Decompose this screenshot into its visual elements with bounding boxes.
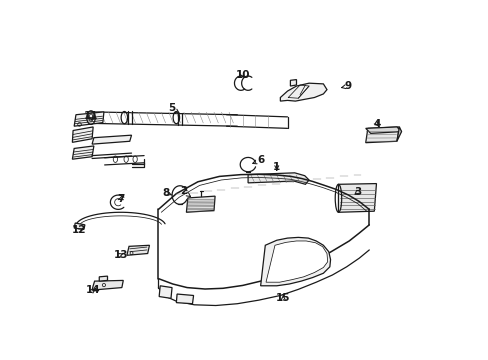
Text: 2: 2 (180, 186, 190, 197)
Text: 3: 3 (353, 187, 361, 197)
Polygon shape (338, 184, 376, 212)
Polygon shape (92, 280, 123, 290)
Text: 15: 15 (275, 293, 290, 303)
Polygon shape (74, 223, 85, 229)
Text: 8: 8 (162, 188, 172, 198)
Text: 10: 10 (235, 70, 249, 80)
Text: 14: 14 (86, 285, 100, 296)
Polygon shape (396, 127, 401, 141)
Polygon shape (365, 127, 401, 134)
Polygon shape (72, 146, 94, 159)
Polygon shape (265, 241, 327, 282)
Text: 6: 6 (252, 155, 264, 165)
Text: 4: 4 (373, 120, 380, 129)
Polygon shape (260, 237, 330, 286)
Polygon shape (72, 127, 93, 142)
Polygon shape (74, 112, 104, 126)
Polygon shape (247, 173, 308, 184)
Polygon shape (290, 80, 296, 86)
Text: 9: 9 (341, 81, 351, 91)
Text: 1: 1 (273, 162, 280, 172)
Text: 12: 12 (72, 225, 86, 235)
Polygon shape (99, 276, 107, 281)
Text: 7: 7 (117, 194, 124, 204)
Polygon shape (159, 286, 172, 298)
Text: 5: 5 (168, 103, 179, 113)
Text: 11: 11 (83, 111, 98, 121)
Polygon shape (365, 127, 399, 143)
Polygon shape (280, 83, 326, 101)
Polygon shape (92, 135, 131, 144)
Polygon shape (176, 294, 193, 304)
Text: 13: 13 (113, 249, 128, 260)
Polygon shape (126, 245, 149, 255)
Polygon shape (186, 196, 215, 212)
